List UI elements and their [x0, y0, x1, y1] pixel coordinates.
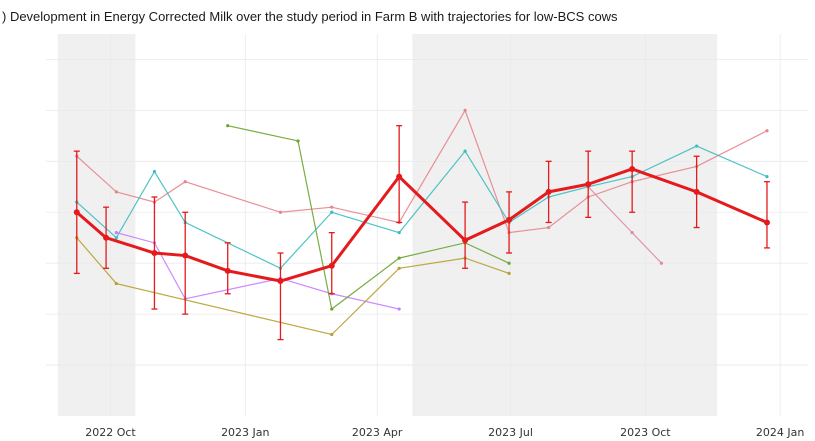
trajectory-point: [278, 210, 283, 214]
x-tick-label: 2023 Jul: [488, 426, 533, 439]
trajectory-point: [114, 190, 118, 194]
trajectory-point: [183, 180, 187, 184]
mean-point: [396, 173, 403, 180]
trajectory-point: [330, 332, 334, 337]
mean-point: [629, 165, 636, 172]
mean-line: [73, 165, 770, 285]
shaded-period-0: [57, 34, 136, 416]
trajectory-point: [114, 231, 118, 235]
shaded-periods: [57, 34, 718, 416]
trajectory-line-2: [116, 232, 400, 310]
trajectory-point: [765, 129, 769, 133]
trajectory-point: [507, 261, 511, 265]
trajectory-point: [296, 139, 300, 143]
mean-point: [182, 252, 189, 259]
chart-title: ) Development in Energy Corrected Milk o…: [2, 9, 618, 24]
trajectory-point: [114, 281, 118, 286]
x-tick-label: 2022 Oct: [85, 426, 136, 439]
trajectory-point: [463, 108, 467, 112]
mean-point: [224, 267, 231, 274]
mean-point: [585, 181, 592, 188]
mean-point: [462, 237, 469, 244]
trajectory-point: [507, 271, 511, 275]
mean-point: [545, 188, 552, 195]
error-bars: [73, 125, 770, 341]
trajectory-lines: [75, 108, 769, 337]
mean-point: [103, 234, 110, 241]
trajectory-point: [659, 261, 664, 265]
trajectory-point: [463, 149, 467, 153]
mean-point: [151, 250, 158, 257]
x-tick-label: 2024 Jan: [756, 426, 804, 439]
trajectory-point: [397, 231, 401, 235]
trajectory-point: [152, 169, 157, 174]
trajectory-point: [114, 236, 118, 240]
mean-point: [693, 188, 700, 195]
trajectory-point: [330, 205, 334, 209]
trajectory-point: [330, 210, 334, 214]
x-tick-label: 2023 Apr: [352, 426, 403, 439]
trajectory-point: [547, 225, 551, 230]
mean-point: [73, 209, 80, 216]
shaded-period-1: [412, 34, 718, 416]
trajectory-point: [397, 266, 401, 270]
mean-point: [277, 278, 284, 285]
trajectory-line-1: [76, 145, 768, 270]
mean-point: [763, 219, 770, 226]
mean-point: [328, 262, 335, 269]
x-axis-ticks: 2022 Oct 2023 Jan 2023 Apr 2023 Jul 2023 Oct…: [85, 426, 804, 439]
x-tick-label: 2023 Oct: [620, 426, 671, 439]
trajectory-point: [630, 231, 634, 235]
trajectory-point: [397, 307, 401, 311]
grid-lines: [46, 34, 808, 416]
trajectory-point: [397, 256, 401, 260]
trajectory-line-3: [227, 125, 510, 311]
mean-point: [506, 216, 513, 223]
trajectory-point: [226, 124, 230, 128]
x-tick-label: 2023 Jan: [221, 426, 269, 439]
trajectory-point: [330, 307, 334, 311]
trajectory-point: [765, 175, 769, 179]
trajectory-line-4: [76, 237, 510, 336]
trajectory-line-0: [76, 108, 768, 234]
trajectory-point: [695, 144, 699, 148]
